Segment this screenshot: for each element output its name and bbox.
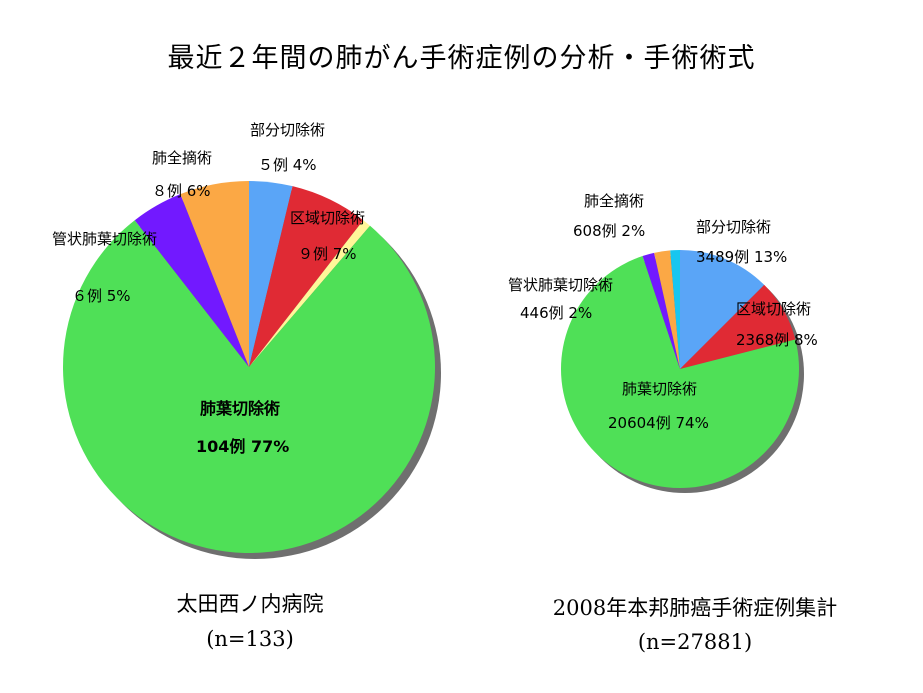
left-pie-slice-3 xyxy=(63,220,436,554)
left-chart-n-label: (n=133) xyxy=(206,627,294,651)
right-slice-value-2: 20604例 74% xyxy=(608,414,709,432)
right-pie-slice-1 xyxy=(680,284,796,369)
left-chart-caption: 太田西ノ内病院 xyxy=(176,592,324,616)
left-slice-value-1: ９例 7% xyxy=(298,245,357,263)
left-slice-value-5: ８例 6% xyxy=(152,182,211,200)
right-slice-label-2: 肺葉切除術 xyxy=(622,380,697,398)
left-pie-slice-5 xyxy=(180,181,249,367)
right-slice-value-1: 2368例 8% xyxy=(736,331,818,349)
right-slice-label-4: 肺全摘術 xyxy=(584,192,644,210)
left-pie-slice-2 xyxy=(249,220,371,367)
right-pie-slice-0 xyxy=(680,250,765,369)
left-slice-label-3: 肺葉切除術 xyxy=(200,399,280,418)
right-slice-label-0: 部分切除術 xyxy=(696,218,771,236)
left-pie-slice-1 xyxy=(249,186,364,367)
right-slice-value-0: 3489例 13% xyxy=(696,248,787,266)
right-pie-slice-2 xyxy=(560,256,799,489)
left-slice-label-4: 管状肺葉切除術 xyxy=(52,230,157,248)
right-pie-slice-4 xyxy=(654,250,680,369)
right-chart-caption: 2008年本邦肺癌手術症例集計 xyxy=(552,596,838,620)
right-chart-n-label: (n=27881) xyxy=(637,630,753,654)
left-slice-value-3: 104例 77% xyxy=(196,437,289,456)
right-pie-slice-5 xyxy=(670,249,680,369)
left-slice-label-0: 部分切除術 xyxy=(250,121,325,139)
right-slice-value-3: 446例 2% xyxy=(520,304,592,322)
left-slice-label-5: 肺全摘術 xyxy=(152,149,212,167)
right-slice-value-4: 608例 2% xyxy=(573,222,645,240)
page-title: 最近２年間の肺がん手術症例の分析・手術術式 xyxy=(167,43,756,74)
left-slice-value-0: ５例 4% xyxy=(258,156,317,174)
left-slice-value-4: ６例 5% xyxy=(72,287,131,305)
right-pie-slice-3 xyxy=(642,252,680,369)
left-pie-slice-0 xyxy=(249,181,293,367)
left-pie-slice-4 xyxy=(134,194,249,367)
right-slice-label-3: 管状肺葉切除術 xyxy=(508,276,613,294)
left-slice-label-1: 区域切除術 xyxy=(290,209,365,227)
right-slice-label-1: 区域切除術 xyxy=(736,300,811,318)
